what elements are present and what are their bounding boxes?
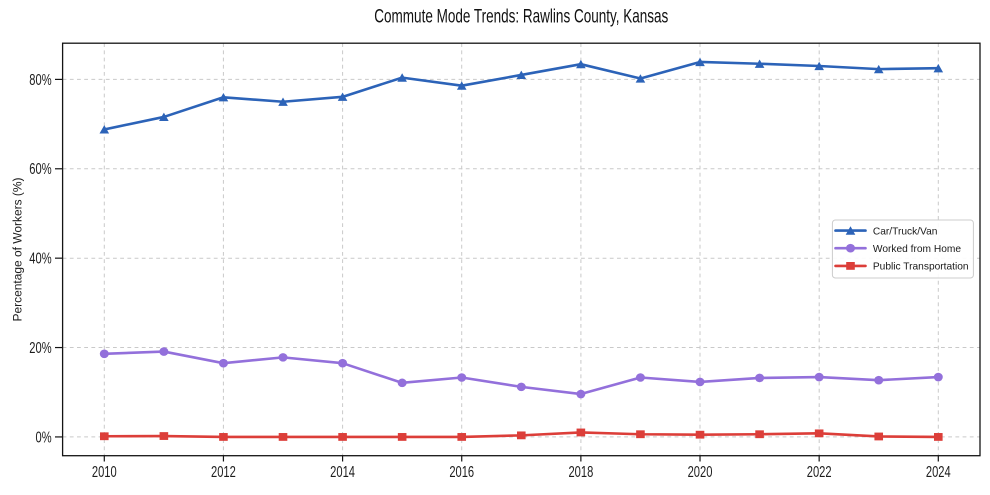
data-point-marker <box>456 81 467 90</box>
data-point-marker <box>397 433 407 441</box>
legend-label: Car/Truck/Van <box>873 226 938 237</box>
data-point-marker <box>933 372 943 382</box>
data-point-marker <box>636 430 645 439</box>
x-tick-label: 2024 <box>926 464 951 481</box>
data-point-marker <box>457 433 467 441</box>
data-point-marker <box>278 97 288 106</box>
data-point-marker <box>397 73 407 82</box>
x-tick-label: 2010 <box>92 464 117 481</box>
data-point-marker <box>218 92 229 102</box>
data-point-marker <box>635 74 646 83</box>
chart-title: Commute Mode Trends: Rawlins County, Kan… <box>374 6 668 27</box>
data-point-marker <box>755 430 764 439</box>
x-tick-label: 2022 <box>807 464 832 481</box>
legend-label: Public Transportation <box>873 262 969 273</box>
plot-border <box>61 42 981 457</box>
data-point-marker <box>755 373 765 383</box>
axes-layer: 2010 2012 2014 2016 2018 2020 2022 2024 0% 20% 40%… <box>29 42 981 481</box>
data-point-marker <box>754 59 765 68</box>
data-point-marker <box>100 432 109 441</box>
x-tick-label: 2014 <box>330 464 355 481</box>
legend-box <box>831 219 974 279</box>
x-tick-label: 2016 <box>449 464 474 481</box>
legend-swatch-marker <box>845 226 856 235</box>
legend-swatch-marker <box>846 243 855 253</box>
data-point-marker <box>695 57 705 67</box>
y-axis-label: Percentage of Workers (%) <box>11 178 25 322</box>
y-tick-label: 0% <box>36 429 52 446</box>
data-point-marker <box>219 433 228 441</box>
series-layer <box>99 57 944 441</box>
data-point-marker <box>576 428 586 437</box>
data-point-marker <box>278 433 288 441</box>
x-tick-label: 2018 <box>568 464 593 481</box>
data-point-marker <box>635 373 645 382</box>
y-tick-label: 40% <box>29 251 51 268</box>
legend: Car/Truck/Van Worked from Home Public Tran… <box>831 219 974 279</box>
data-point-marker <box>933 63 944 73</box>
data-point-marker <box>218 358 228 368</box>
data-point-marker <box>874 432 884 441</box>
data-point-marker <box>338 358 348 368</box>
data-point-marker <box>338 433 347 441</box>
data-point-marker <box>576 389 586 399</box>
data-point-marker <box>517 431 526 440</box>
data-point-marker <box>159 347 169 356</box>
legend-swatch-marker <box>846 262 855 270</box>
data-point-marker <box>99 125 110 134</box>
data-point-marker <box>337 92 348 101</box>
y-tick-label: 80% <box>29 72 51 89</box>
legend-label: Worked from Home <box>873 244 961 255</box>
data-point-marker <box>874 375 884 385</box>
data-point-marker <box>516 70 527 80</box>
data-point-marker <box>695 377 705 387</box>
data-point-marker <box>576 59 586 69</box>
y-tick-label: 60% <box>29 161 51 178</box>
data-point-marker <box>814 372 824 382</box>
data-point-marker <box>159 432 169 440</box>
data-point-marker <box>99 349 109 359</box>
data-point-marker <box>278 353 288 362</box>
data-point-marker <box>814 429 824 438</box>
x-tick-label: 2020 <box>688 464 713 481</box>
data-point-marker <box>873 64 884 74</box>
data-point-marker <box>814 61 824 71</box>
x-tick-label: 2012 <box>211 464 236 481</box>
data-point-marker <box>695 430 705 439</box>
data-point-marker <box>516 382 526 392</box>
data-point-marker <box>934 433 943 441</box>
data-point-marker <box>457 373 467 382</box>
data-point-marker <box>397 378 407 388</box>
y-tick-label: 20% <box>29 340 51 357</box>
data-point-marker <box>159 112 169 122</box>
